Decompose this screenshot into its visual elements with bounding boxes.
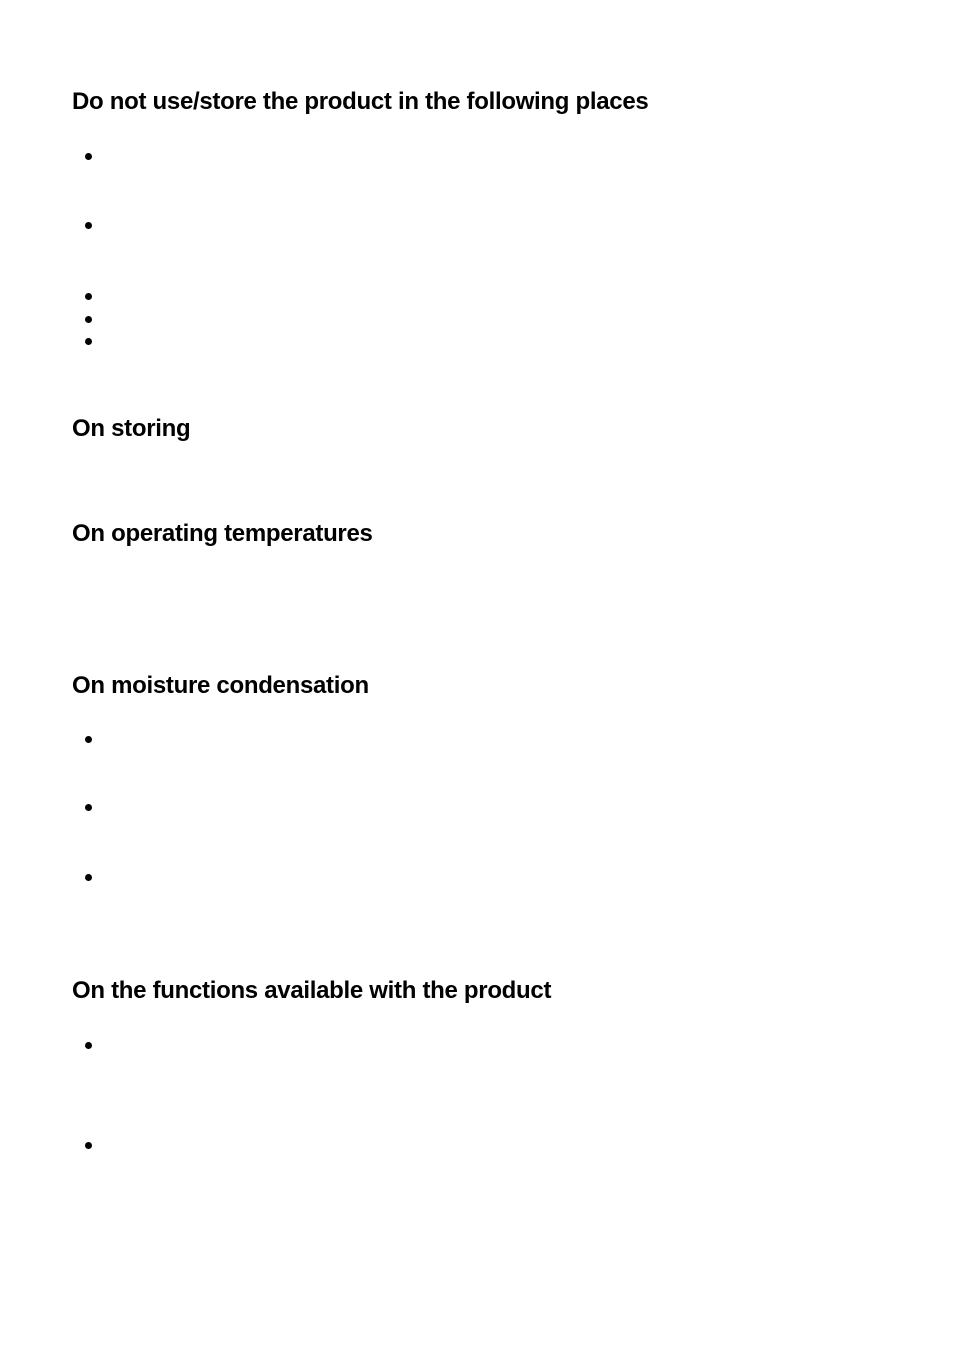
list-item — [72, 1136, 882, 1156]
list-item — [72, 147, 882, 167]
section-heading-moisture: On moisture condensation — [72, 669, 882, 703]
section-heading-storing: On storing — [72, 412, 882, 446]
bullet-list-moisture — [72, 730, 882, 888]
list-item — [72, 1036, 882, 1056]
bullet-list-places — [72, 147, 882, 352]
list-item — [72, 332, 882, 352]
list-item — [72, 798, 882, 818]
section-heading-temperatures: On operating temperatures — [72, 517, 882, 551]
list-item — [72, 730, 882, 750]
section-heading-functions: On the functions available with the prod… — [72, 974, 882, 1008]
list-item — [72, 287, 882, 307]
list-item — [72, 216, 882, 236]
list-item — [72, 310, 882, 330]
section-heading-places: Do not use/store the product in the foll… — [72, 85, 882, 119]
bullet-list-functions — [72, 1036, 882, 1156]
list-item — [72, 868, 882, 888]
